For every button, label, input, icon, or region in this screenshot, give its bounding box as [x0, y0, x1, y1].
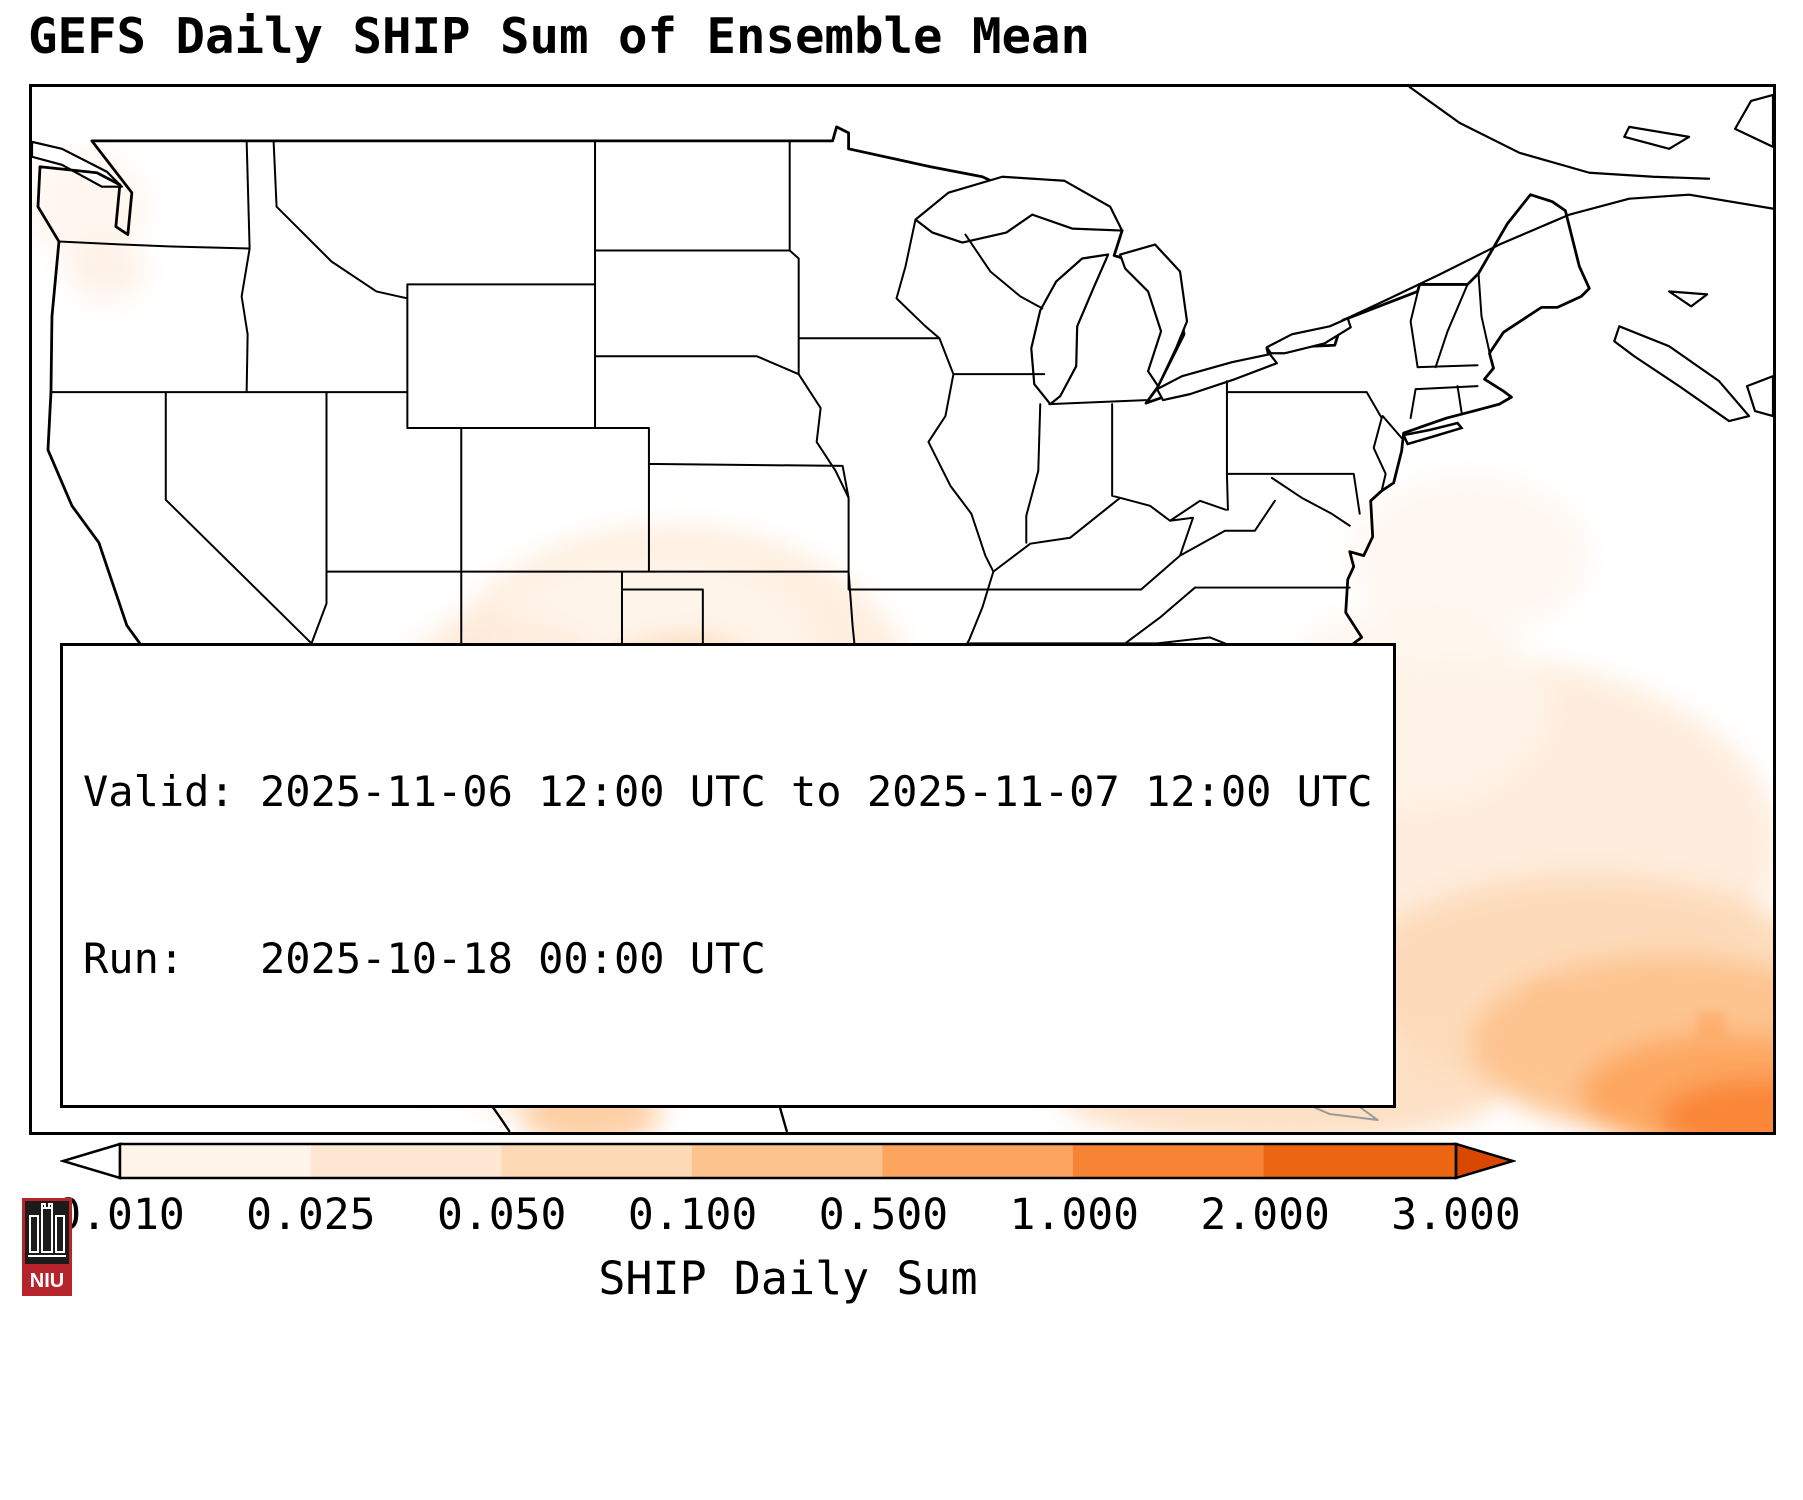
run-time-text: Run: 2025-10-18 00:00 UTC: [83, 933, 766, 983]
colorbar-segments: [120, 1144, 1456, 1178]
colorbar: [60, 1142, 1516, 1180]
long-island: [1401, 421, 1464, 446]
page-title: GEFS Daily SHIP Sum of Ensemble Mean: [28, 8, 1091, 65]
prince-edward-island: [1668, 290, 1709, 308]
colorbar-tick-label: 3.000: [1391, 1190, 1521, 1240]
colorbar-over-arrow: [1454, 1142, 1516, 1180]
nova-scotia: [1613, 325, 1751, 423]
newfoundland-corner: [1733, 93, 1773, 148]
castle-icon: [28, 1203, 66, 1257]
colorbar-label: SHIP Daily Sum: [598, 1252, 978, 1305]
lake-superior: [914, 175, 1124, 244]
logo-band: [23, 1264, 71, 1294]
info-box: Valid: 2025-11-06 12:00 UTC to 2025-11-0…: [60, 642, 1396, 1108]
colorbar-tick-label: 0.100: [627, 1190, 758, 1240]
canada-coastlines: [32, 87, 1773, 423]
colorbar-tick-label: 0.010: [55, 1190, 185, 1240]
map-frame: Valid: 2025-11-06 12:00 UTC to 2025-11-0…: [29, 84, 1776, 1135]
colorbar-tick-label: 0.500: [818, 1190, 949, 1240]
cape-breton: [1745, 375, 1773, 418]
anticosti-island: [1623, 125, 1691, 150]
valid-time-text: Valid: 2025-11-06 12:00 UTC to 2025-11-0…: [83, 767, 1373, 817]
lake-ontario: [1265, 317, 1352, 355]
lake-michigan: [1030, 253, 1110, 406]
colorbar-under-arrow: [60, 1142, 122, 1180]
colorbar-tick-label: 2.000: [1200, 1190, 1330, 1240]
niu-logo: NIU: [22, 1198, 72, 1296]
lake-erie: [1155, 353, 1278, 402]
colorbar-outline: [118, 1142, 1458, 1180]
great-lakes: [914, 175, 1352, 406]
lake-huron: [1119, 243, 1189, 388]
colorbar-tick-label: 1.000: [1009, 1190, 1140, 1240]
colorbar-tick-label: 0.050: [436, 1190, 567, 1240]
colorbar-tick-label: 0.025: [246, 1190, 376, 1240]
logo-text: NIU: [30, 1270, 64, 1292]
colorbar-ticks: 0.010 0.025 0.050 0.100 0.500 1.000 2.000 3.000: [55, 1190, 1520, 1242]
